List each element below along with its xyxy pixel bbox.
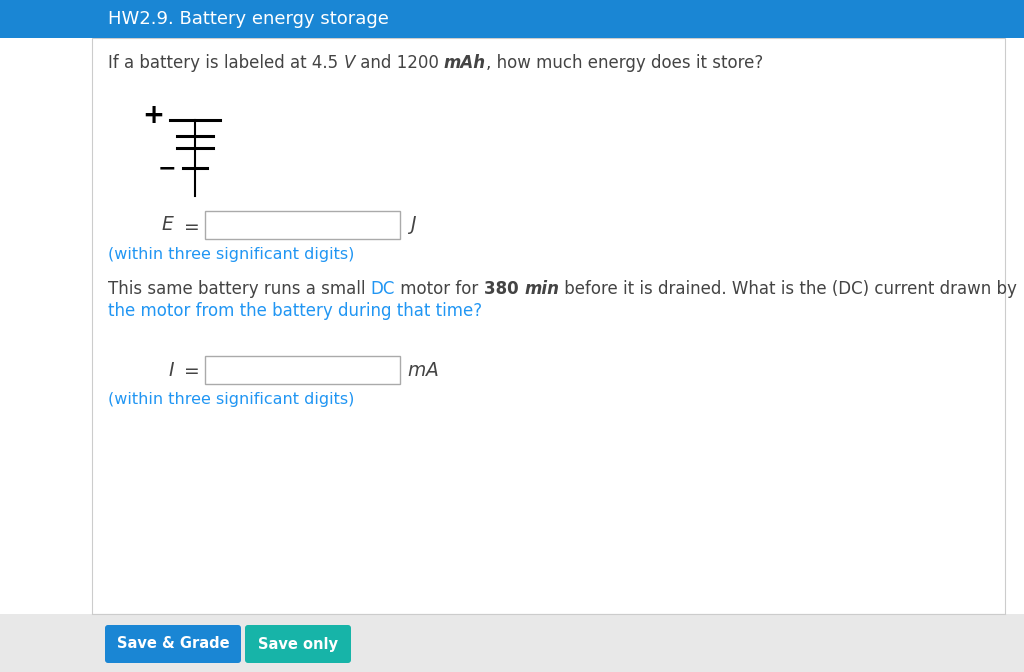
Text: , how much energy does it store?: , how much energy does it store? [486, 54, 763, 72]
FancyBboxPatch shape [0, 614, 1024, 672]
Text: DC: DC [371, 280, 395, 298]
Text: $=$: $=$ [180, 360, 200, 380]
FancyBboxPatch shape [245, 625, 351, 663]
Text: This same battery runs a small: This same battery runs a small [108, 280, 371, 298]
Text: motor for: motor for [395, 280, 483, 298]
Text: +: + [142, 103, 164, 129]
Text: $I$: $I$ [168, 360, 175, 380]
FancyBboxPatch shape [205, 211, 400, 239]
Text: (within three significant digits): (within three significant digits) [108, 392, 354, 407]
Text: $mA$: $mA$ [407, 360, 439, 380]
Text: HW2.9. Battery energy storage: HW2.9. Battery energy storage [108, 10, 389, 28]
Text: $=$: $=$ [180, 216, 200, 235]
Text: V: V [343, 54, 354, 72]
Text: $E$: $E$ [161, 216, 175, 235]
Text: and 1200: and 1200 [354, 54, 443, 72]
Text: $J$: $J$ [407, 214, 417, 236]
Text: 380: 380 [483, 280, 524, 298]
FancyBboxPatch shape [105, 625, 241, 663]
Text: If a battery is labeled at 4.5: If a battery is labeled at 4.5 [108, 54, 343, 72]
Text: (within three significant digits): (within three significant digits) [108, 247, 354, 262]
Text: min: min [524, 280, 559, 298]
FancyBboxPatch shape [0, 0, 1024, 38]
Text: Save & Grade: Save & Grade [117, 636, 229, 651]
Text: the motor from the battery during that time?: the motor from the battery during that t… [108, 302, 482, 320]
Text: mAh: mAh [443, 54, 486, 72]
FancyBboxPatch shape [205, 356, 400, 384]
Text: −: − [158, 158, 176, 178]
FancyBboxPatch shape [92, 38, 1005, 614]
Text: before it is drained. What is the (DC) current drawn by: before it is drained. What is the (DC) c… [559, 280, 1017, 298]
Text: Save only: Save only [258, 636, 338, 651]
